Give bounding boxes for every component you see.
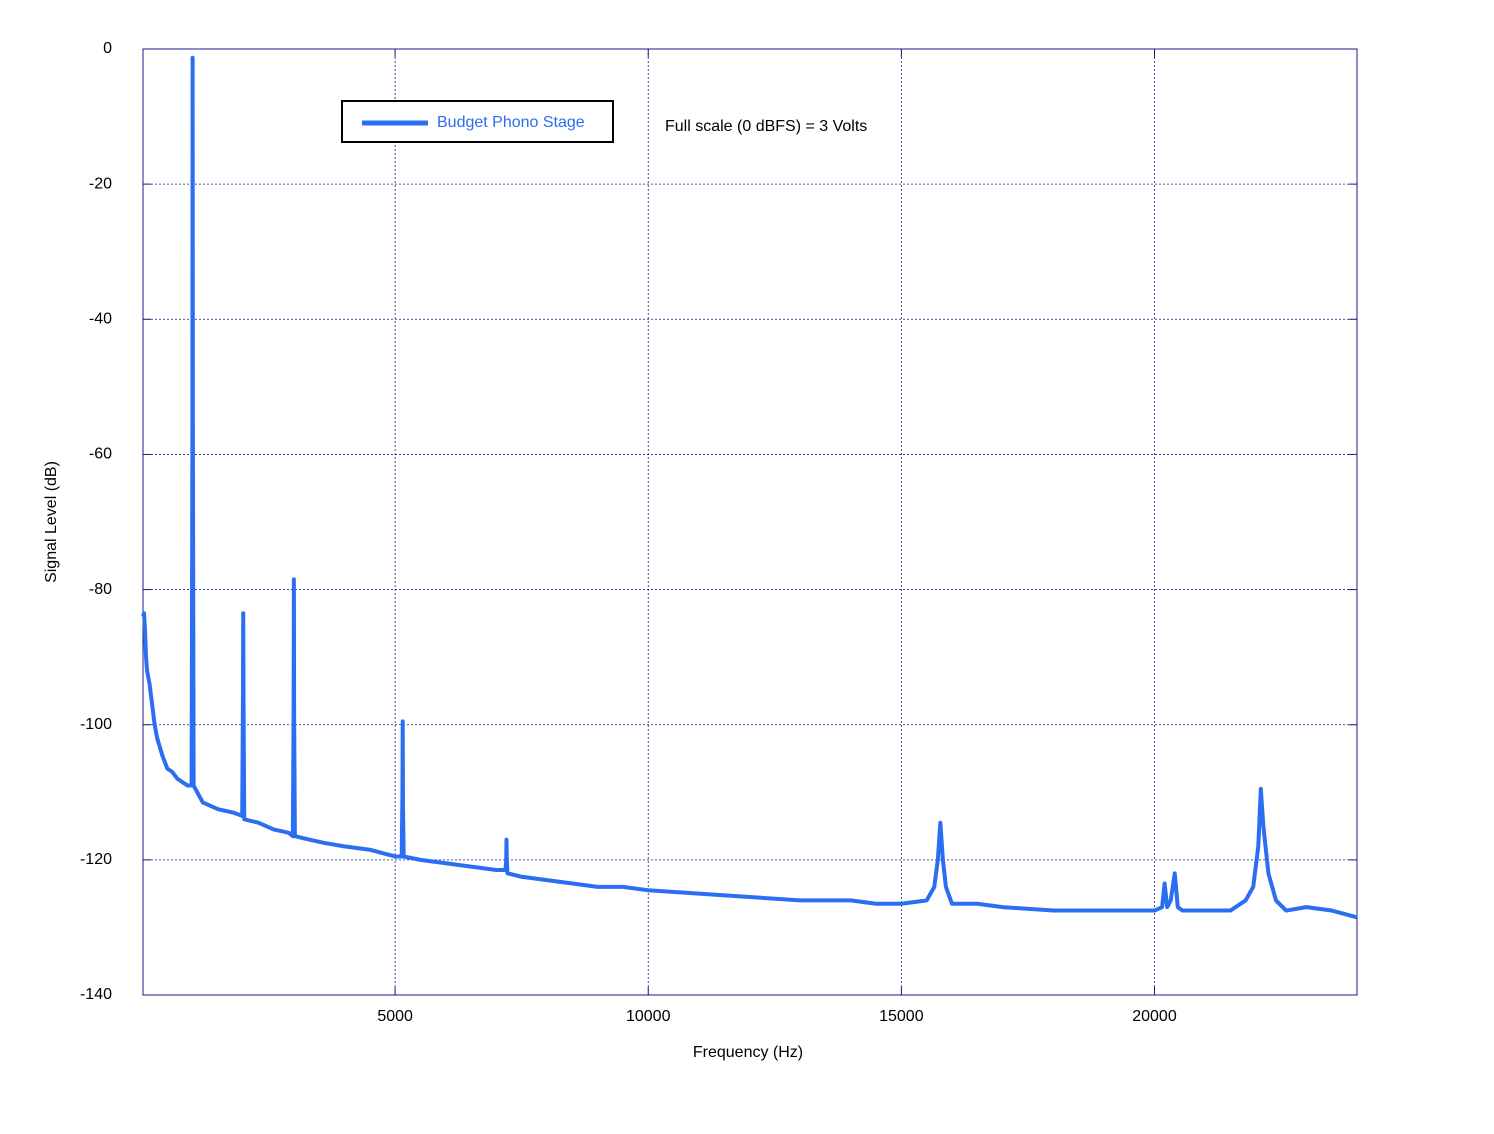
x-tick-label: 10000: [626, 1008, 671, 1025]
legend-label: Budget Phono Stage: [437, 114, 585, 131]
y-tick-label: 0: [103, 40, 112, 57]
legend: Budget Phono Stage: [341, 100, 614, 143]
y-tick-label: -20: [89, 175, 112, 192]
y-tick-label: -60: [89, 446, 112, 463]
y-tick-label: -100: [80, 716, 112, 733]
x-tick-label: 5000: [377, 1008, 413, 1025]
data-line: [141, 55, 1358, 920]
y-tick-label: -140: [80, 986, 112, 1003]
annotation: Full scale (0 dBFS) = 3 Volts: [665, 118, 867, 135]
y-axis-title: Signal Level (dB): [43, 461, 60, 583]
y-tick-label: -80: [89, 581, 112, 598]
x-tick-label: 15000: [879, 1008, 924, 1025]
y-tick-label: -40: [89, 311, 112, 328]
plot-frame: [142, 48, 1358, 996]
x-tick-label: 20000: [1132, 1008, 1177, 1025]
y-tick-label: -120: [80, 851, 112, 868]
x-axis-title: Frequency (Hz): [693, 1044, 803, 1061]
